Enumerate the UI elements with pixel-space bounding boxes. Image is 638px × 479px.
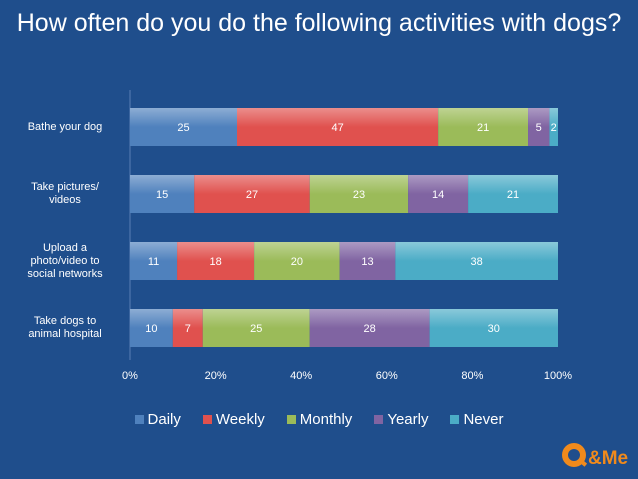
- chart-title: How often do you do the following activi…: [16, 9, 622, 37]
- data-label-weekly-2: 18: [209, 256, 221, 268]
- bar-monthly-1: [309, 175, 409, 213]
- bar-never-2: [395, 242, 558, 280]
- data-label-daily-2: 11: [148, 256, 159, 268]
- data-label-yearly-2: 13: [361, 256, 373, 268]
- chart-legend: Daily Weekly Monthly Yearly Never: [0, 411, 638, 428]
- data-label-weekly-0: 47: [331, 122, 343, 134]
- bar-monthly-2: [254, 242, 340, 280]
- bar-weekly-1: [194, 175, 310, 213]
- data-label-monthly-2: 20: [291, 256, 303, 268]
- bar-daily-1: [130, 175, 195, 213]
- legend-label-never: Never: [463, 411, 504, 428]
- data-label-daily-1: 15: [156, 189, 168, 201]
- data-label-monthly-3: 25: [250, 323, 262, 335]
- data-label-never-2: 38: [471, 256, 483, 268]
- legend-label-monthly: Monthly: [299, 411, 353, 428]
- category-label-2: Upload a photo/video to social networks: [27, 241, 103, 280]
- data-label-never-0: 2: [551, 122, 557, 134]
- category-label-1: Take pictures/videos: [31, 181, 99, 206]
- bar-daily-0: [130, 108, 237, 146]
- data-label-daily-3: 10: [145, 323, 157, 335]
- bar-weekly-3: [172, 309, 203, 347]
- bar-daily-2: [130, 242, 178, 280]
- bar-weekly-0: [237, 108, 439, 146]
- legend-label-weekly: Weekly: [215, 411, 265, 428]
- data-label-monthly-1: 23: [353, 189, 365, 201]
- legend-swatch-never: [450, 415, 460, 424]
- legend-item-weekly: Weekly: [202, 411, 265, 428]
- data-label-yearly-3: 28: [364, 323, 376, 335]
- legend-swatch-weekly: [202, 415, 212, 424]
- x-tick-3: 60%: [375, 370, 398, 382]
- bar-never-0: [549, 108, 558, 146]
- bar-yearly-1: [408, 175, 469, 213]
- data-label-daily-0: 25: [177, 122, 189, 134]
- legend-item-yearly: Yearly: [374, 411, 428, 428]
- legend-item-never: Never: [450, 411, 503, 428]
- data-label-monthly-0: 21: [477, 122, 489, 134]
- bar-yearly-2: [339, 242, 396, 280]
- bar-daily-3: [130, 309, 173, 347]
- data-label-yearly-1: 14: [432, 189, 444, 201]
- bar-yearly-3: [309, 309, 430, 347]
- data-label-never-3: 30: [488, 323, 500, 335]
- x-tick-0: 0%: [122, 370, 138, 382]
- bar-never-3: [429, 309, 558, 347]
- legend-label-daily: Daily: [147, 411, 181, 428]
- legend-label-yearly: Yearly: [387, 411, 429, 428]
- bar-weekly-2: [177, 242, 255, 280]
- data-label-weekly-3: 7: [185, 323, 191, 335]
- bar-monthly-0: [438, 108, 529, 146]
- legend-swatch-daily: [134, 415, 144, 424]
- legend-swatch-monthly: [286, 415, 296, 424]
- data-label-yearly-0: 5: [536, 122, 542, 134]
- x-tick-1: 20%: [204, 370, 227, 382]
- data-label-weekly-1: 27: [246, 189, 258, 201]
- legend-swatch-yearly: [374, 415, 384, 424]
- x-tick-5: 100%: [543, 370, 573, 382]
- q-and-me-logo: &Me: [562, 443, 628, 469]
- category-label-0: Bathe your dog: [27, 120, 103, 133]
- svg-text:&Me: &Me: [588, 448, 628, 469]
- bar-monthly-3: [202, 309, 310, 347]
- bar-never-1: [468, 175, 558, 213]
- legend-item-monthly: Monthly: [286, 411, 353, 428]
- x-tick-4: 80%: [461, 370, 484, 382]
- data-label-never-1: 21: [507, 189, 519, 201]
- bar-yearly-0: [528, 108, 550, 146]
- category-label-3: Take dogs to animal hospital: [28, 315, 102, 340]
- x-tick-2: 40%: [290, 370, 313, 382]
- legend-item-daily: Daily: [134, 411, 181, 428]
